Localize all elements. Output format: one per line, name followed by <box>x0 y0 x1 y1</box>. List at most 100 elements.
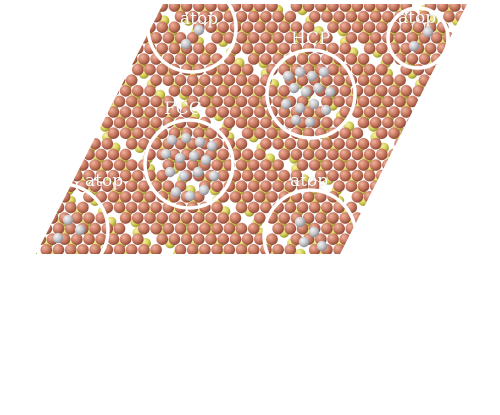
copper-atom <box>247 222 260 235</box>
copper-atom <box>101 116 114 129</box>
copper-atom <box>205 85 217 97</box>
copper-atom <box>321 95 333 108</box>
copper-atom <box>357 222 370 235</box>
copper-atom <box>241 191 254 203</box>
copper-atom <box>412 127 425 139</box>
copper-atom <box>388 169 400 182</box>
copper-atom <box>211 10 223 23</box>
copper-atom <box>369 201 382 214</box>
copper-atom <box>308 53 321 65</box>
copper-atom <box>119 212 132 224</box>
copper-atom <box>449 42 461 55</box>
copper-atom <box>241 148 254 161</box>
copper-atom <box>107 85 120 97</box>
sulfur-atom <box>77 132 89 143</box>
sulfur-atom <box>386 153 397 164</box>
copper-atom <box>315 169 327 182</box>
copper-atom <box>412 21 425 33</box>
copper-atom <box>376 21 388 33</box>
copper-atom <box>351 106 364 118</box>
copper-atom <box>351 191 364 203</box>
copper-atom <box>211 244 223 254</box>
sulfur-atom <box>159 270 169 280</box>
copper-atom <box>229 233 242 245</box>
sulfur-atom <box>65 68 76 79</box>
copper-atom <box>120 255 132 267</box>
copper-atom <box>205 106 217 118</box>
sulfur-atom <box>354 270 364 280</box>
copper-atom <box>284 222 297 235</box>
copper-atom <box>418 95 431 108</box>
copper-atom <box>278 148 291 161</box>
copper-atom <box>352 255 364 267</box>
copper-atom <box>77 74 89 86</box>
copper-atom <box>284 32 297 44</box>
sulfur-atom <box>69 153 80 164</box>
copper-atom <box>339 148 352 161</box>
copper-atom <box>71 106 83 118</box>
copper-atom <box>0 255 9 267</box>
sulfur-atom <box>425 100 436 111</box>
copper-atom <box>180 212 193 224</box>
copper-atom <box>186 244 199 254</box>
copper-atom <box>369 32 382 44</box>
copper-atom <box>71 169 83 182</box>
copper-atom <box>36 233 47 245</box>
adsorbate-atom <box>192 166 204 178</box>
copper-atom <box>71 148 83 161</box>
copper-atom <box>241 42 254 55</box>
copper-atom <box>266 42 278 55</box>
copper-atom <box>36 212 47 224</box>
copper-atom <box>315 148 327 161</box>
copper-atom <box>486 0 498 12</box>
copper-atom <box>0 265 3 277</box>
copper-atom <box>278 85 291 97</box>
copper-atom <box>394 32 406 44</box>
adsorbate-atom <box>184 190 196 202</box>
sulfur-atom <box>36 174 42 185</box>
copper-atom <box>71 212 83 224</box>
sulfur-atom <box>297 259 307 269</box>
copper-atom <box>107 127 120 139</box>
sulfur-atom <box>322 259 332 269</box>
sulfur-atom <box>36 142 48 153</box>
copper-atom <box>211 95 223 108</box>
copper-atom <box>46 212 59 224</box>
copper-atom <box>0 170 9 182</box>
sulfur-atom <box>73 79 84 90</box>
copper-atom <box>321 74 333 86</box>
copper-atom <box>95 63 107 76</box>
copper-atom <box>388 85 400 97</box>
copper-atom <box>36 116 40 129</box>
sulfur-atom <box>53 132 64 143</box>
copper-atom <box>205 233 217 245</box>
copper-atom <box>101 32 114 44</box>
copper-atom <box>0 202 3 214</box>
copper-atom <box>144 106 156 118</box>
sulfur-atom <box>134 15 145 26</box>
copper-atom <box>333 244 345 254</box>
sulfur-atom <box>106 89 117 101</box>
copper-atom <box>95 106 107 118</box>
copper-atom <box>382 201 394 214</box>
copper-atom <box>333 180 345 192</box>
adsorbate-atom <box>208 170 220 182</box>
copper-atom <box>418 53 431 65</box>
copper-atom <box>412 106 425 118</box>
copper-atom <box>437 63 449 76</box>
copper-atom <box>205 21 217 33</box>
sulfur-atom <box>79 47 91 58</box>
copper-atom <box>83 127 95 139</box>
sulfur-atom <box>419 132 430 143</box>
copper-atom <box>180 4 193 12</box>
copper-atom <box>284 180 297 192</box>
sulfur-atom <box>89 68 101 79</box>
copper-atom <box>290 4 303 12</box>
sulfur-atom <box>114 68 125 79</box>
copper-atom <box>302 21 315 33</box>
copper-atom <box>449 4 461 12</box>
adsorbate-atom <box>408 40 420 52</box>
atop-label-bottom-center: atop <box>290 171 328 191</box>
sulfur-atom <box>449 100 461 111</box>
sulfur-atom <box>15 185 25 195</box>
